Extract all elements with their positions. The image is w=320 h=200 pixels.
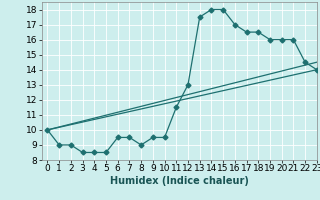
X-axis label: Humidex (Indice chaleur): Humidex (Indice chaleur) xyxy=(110,176,249,186)
